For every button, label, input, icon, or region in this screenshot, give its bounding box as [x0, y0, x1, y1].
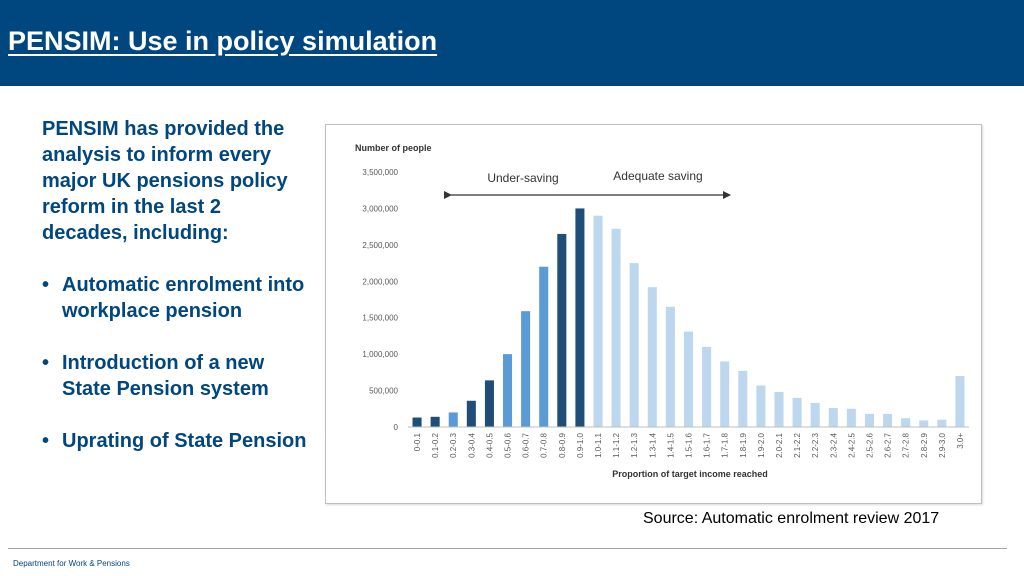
x-tick-label: 2.4-2.5	[847, 432, 856, 457]
x-tick-label: 0.7-0.8	[540, 432, 549, 457]
x-tick-label: 1.5-1.6	[685, 432, 694, 457]
y-axis: 0 500,000 1,000,000 1,500,000 2,000,000 2,500…	[362, 168, 398, 432]
y-tick-label: 2,500,000	[362, 241, 398, 250]
x-tick-label: 0.2-0.3	[449, 432, 458, 457]
y-tick-label: 1,000,000	[362, 350, 398, 359]
source-caption: Source: Automatic enrolment review 2017	[643, 510, 940, 527]
x-tick-label: 1.6-1.7	[703, 432, 712, 457]
bullet-item: • Uprating of State Pension	[42, 428, 312, 454]
y-tick-label: 500,000	[369, 387, 398, 396]
bar	[466, 400, 476, 427]
bar	[611, 228, 621, 427]
x-tick-label: 1.8-1.9	[739, 432, 748, 457]
x-tick-label: 0.5-0.6	[504, 432, 513, 457]
x-tick-label: 2.6-2.7	[884, 432, 893, 457]
bar	[828, 408, 838, 427]
bar	[901, 418, 911, 427]
page-title: PENSIM: Use in policy simulation	[8, 26, 438, 56]
bar	[521, 311, 531, 427]
x-tick-label: 2.9-3.0	[938, 432, 947, 457]
bars-group	[412, 208, 965, 427]
bar	[756, 385, 766, 427]
bar	[937, 419, 947, 427]
x-tick-label: 1.7-1.8	[721, 432, 730, 457]
x-tick-label: 0.4-0.5	[485, 432, 494, 457]
adequate-saving-annotation: Adequate saving	[613, 169, 702, 183]
x-tick-label: 1.4-1.5	[666, 432, 675, 457]
x-axis-label: Proportion of target income reached	[612, 469, 768, 479]
bullet-text: Introduction of a new State Pension syst…	[62, 352, 269, 400]
bar	[430, 416, 440, 427]
bullet-dot-icon: •	[42, 352, 50, 374]
x-tick-label: 0-0.1	[413, 432, 422, 451]
bar	[738, 370, 748, 427]
x-tick-label: 2.2-2.3	[811, 432, 820, 457]
bar	[683, 331, 694, 427]
bullet-item: • Introduction of a new State Pension sys…	[42, 350, 312, 402]
y-axis-label: Number of people	[355, 143, 432, 153]
x-tick-label: 2.0-2.1	[775, 432, 784, 457]
x-tick-label: 1.0-1.1	[594, 432, 603, 457]
x-tick-label: 0.9-1.0	[576, 432, 585, 457]
x-tick-label: 0.1-0.2	[431, 432, 440, 457]
bar	[792, 397, 802, 427]
y-tick-label: 1,500,000	[362, 314, 398, 323]
bar	[575, 208, 585, 427]
bar	[883, 413, 893, 427]
x-tick-label: 0.8-0.9	[558, 432, 567, 457]
bar-chart: Number of people Proportion of target in…	[355, 143, 969, 479]
bullet-item: • Automatic enrolment into workplace pens…	[42, 272, 312, 324]
x-tick-label: 1.1-1.2	[612, 432, 621, 457]
bar	[665, 306, 675, 427]
bar	[503, 354, 513, 427]
bullet-dot-icon: •	[42, 430, 50, 452]
bullet-list: • Automatic enrolment into workplace pens…	[42, 272, 312, 454]
x-tick-label: 2.7-2.8	[902, 432, 911, 457]
bar	[448, 412, 458, 427]
bar	[864, 413, 874, 427]
header-banner: PENSIM: Use in policy simulation	[0, 0, 1024, 86]
y-tick-label: 2,000,000	[362, 277, 398, 286]
intro-text: PENSIM has provided the analysis to info…	[42, 118, 288, 244]
bar	[810, 402, 820, 427]
bullet-dot-icon: •	[42, 274, 50, 296]
bullet-text: Automatic enrolment into workplace pensi…	[62, 274, 305, 322]
footer-text: Department for Work & Pensions	[13, 559, 130, 568]
x-axis: 0-0.1 0.1-0.2 0.2-0.3 0.3-0.4 0.4-0.5 0.5-0.6…	[408, 426, 969, 458]
footer-divider	[8, 548, 1007, 549]
bar	[484, 380, 494, 427]
chart-frame: Number of people Proportion of target in…	[325, 124, 982, 504]
bar	[846, 408, 856, 427]
x-tick-label: 2.1-2.2	[793, 432, 802, 457]
bar	[629, 263, 639, 427]
bar	[702, 346, 712, 427]
x-tick-label: 1.2-1.3	[630, 432, 639, 457]
bar	[593, 215, 603, 427]
under-saving-annotation: Under-saving	[487, 171, 558, 185]
y-tick-label: 3,500,000	[362, 168, 398, 177]
x-tick-label: 2.8-2.9	[920, 432, 929, 457]
y-tick-label: 0	[394, 423, 399, 432]
bar	[412, 417, 422, 427]
x-tick-label: 2.3-2.4	[829, 432, 838, 457]
bullet-text: Uprating of State Pension	[62, 430, 307, 452]
x-tick-label: 2.5-2.6	[865, 432, 874, 457]
bar	[774, 392, 784, 427]
bar	[919, 420, 929, 427]
x-tick-label: 0.6-0.7	[522, 432, 531, 457]
bar	[647, 287, 657, 427]
x-tick-label: 3.0+	[956, 433, 965, 449]
bar	[955, 376, 965, 427]
y-tick-label: 3,000,000	[362, 204, 398, 213]
x-tick-label: 1.3-1.4	[648, 432, 657, 457]
bar	[539, 266, 549, 427]
x-tick-label: 1.9-2.0	[757, 432, 766, 457]
bar	[720, 361, 730, 427]
left-panel: PENSIM has provided the analysis to info…	[42, 116, 312, 454]
x-tick-label: 0.3-0.4	[467, 432, 476, 457]
bar	[557, 233, 567, 427]
